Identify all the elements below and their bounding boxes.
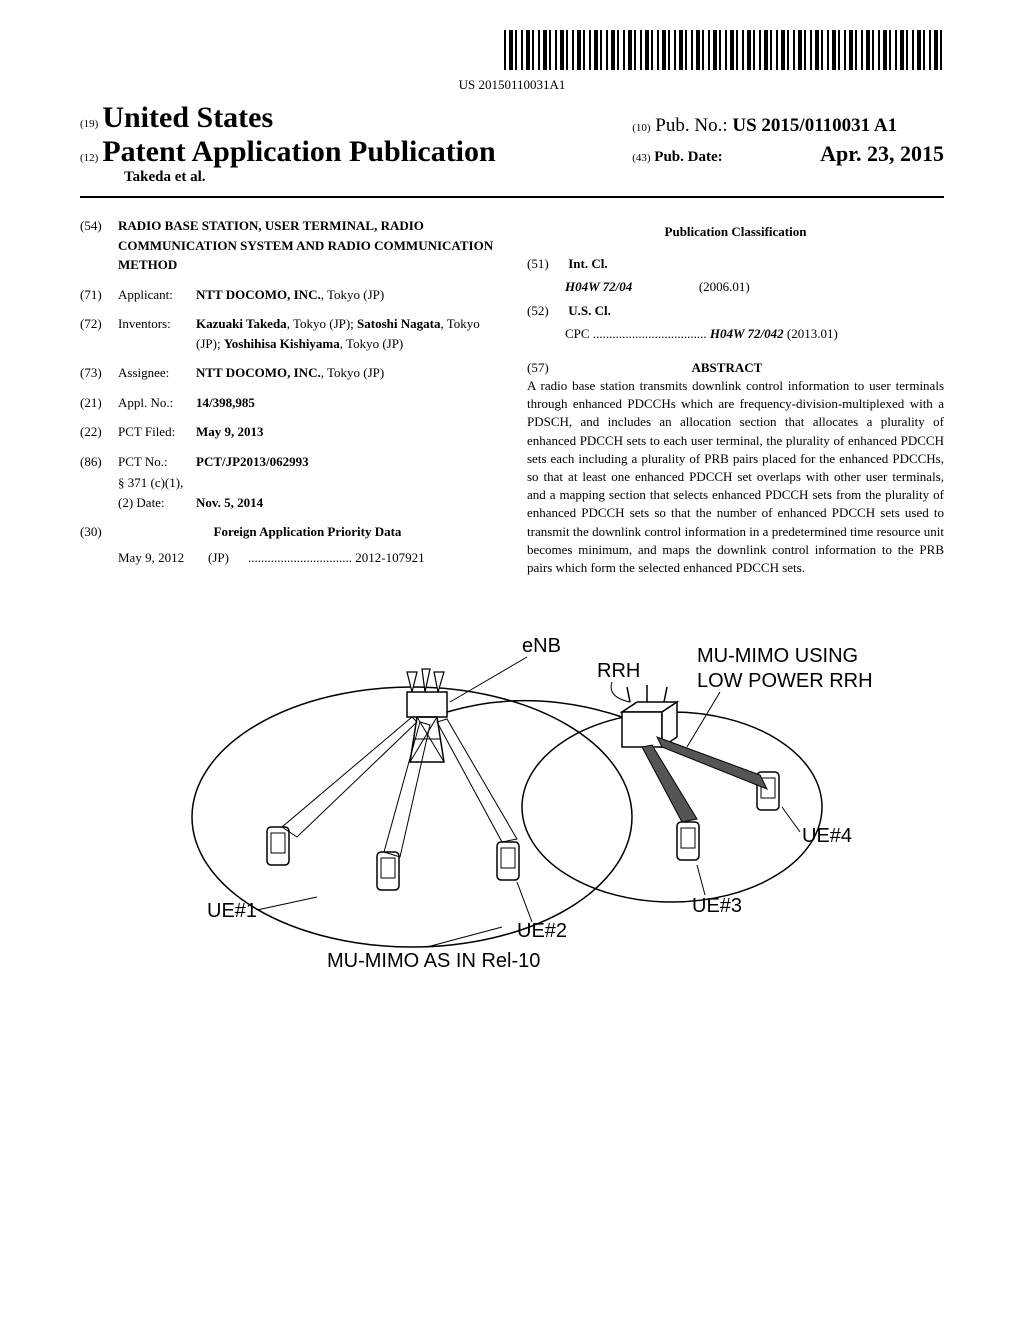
ue1-device bbox=[267, 827, 289, 865]
pub-date-value: Apr. 23, 2015 bbox=[820, 141, 944, 166]
uscl-label: U.S. Cl. bbox=[568, 303, 611, 318]
figure-caption: MU-MIMO AS IN Rel-10 bbox=[327, 950, 540, 972]
pub-no-value: US 2015/0110031 A1 bbox=[732, 115, 897, 136]
applicant-name: NTT DOCOMO, INC. bbox=[196, 287, 321, 302]
ue2-label: UE#2 bbox=[517, 920, 567, 942]
ue3-device bbox=[677, 822, 699, 860]
applno-label: Appl. No.: bbox=[118, 393, 196, 413]
assignee-location: , Tokyo (JP) bbox=[321, 365, 385, 380]
pctno-value: PCT/JP2013/062993 bbox=[196, 454, 309, 469]
foreign-country: (JP) bbox=[208, 548, 248, 568]
inventors-label: Inventors: bbox=[118, 314, 196, 353]
intcl-label: Int. Cl. bbox=[568, 256, 607, 271]
figure-svg: eNB RRH MU-MIMO USING LOW POWER RRHs UE#… bbox=[152, 617, 872, 987]
ue4-label: UE#4 bbox=[802, 825, 852, 847]
right-column: Publication Classification (51) Int. Cl.… bbox=[527, 216, 944, 577]
assignee-name: NTT DOCOMO, INC. bbox=[196, 365, 321, 380]
code-43: (43) bbox=[632, 152, 650, 164]
abstract-text: A radio base station transmits downlink … bbox=[527, 377, 944, 577]
code-12: (12) bbox=[80, 152, 98, 164]
applno-code: (21) bbox=[80, 393, 118, 413]
title-code: (54) bbox=[80, 216, 118, 275]
ue3-label: UE#3 bbox=[692, 895, 742, 917]
pctfiled-label: PCT Filed: bbox=[118, 422, 196, 442]
assignee-label: Assignee: bbox=[118, 363, 196, 383]
foreign-heading: Foreign Application Priority Data bbox=[214, 524, 402, 539]
mumimo-rrh-label-2: LOW POWER RRHs bbox=[697, 670, 872, 692]
pctno-label: PCT No.: bbox=[118, 452, 196, 472]
document-type: Patent Application Publication bbox=[102, 135, 495, 168]
foreign-date: May 9, 2012 bbox=[118, 548, 208, 568]
pct-date-label: (2) Date: bbox=[118, 493, 196, 513]
cpc-class: H04W 72/042 bbox=[710, 326, 784, 341]
mumimo-rrh-label-1: MU-MIMO USING bbox=[697, 645, 858, 667]
barcode-area: US 20150110031A1 bbox=[80, 30, 944, 93]
pub-no-label: Pub. No.: bbox=[655, 115, 727, 136]
ue1-label: UE#1 bbox=[207, 900, 257, 922]
pctfiled-code: (22) bbox=[80, 422, 118, 442]
assignee-code: (73) bbox=[80, 363, 118, 383]
pct-371-label: § 371 (c)(1), bbox=[118, 473, 497, 493]
pctfiled-value: May 9, 2013 bbox=[196, 424, 264, 439]
cpc-year: (2013.01) bbox=[787, 326, 838, 341]
foreign-code: (30) bbox=[80, 522, 118, 542]
applicant-location: , Tokyo (JP) bbox=[321, 287, 385, 302]
invention-title: RADIO BASE STATION, USER TERMINAL, RADIO… bbox=[118, 216, 497, 275]
ue-device-2 bbox=[377, 852, 399, 890]
barcode-graphic bbox=[504, 30, 944, 70]
rrh-label: RRH bbox=[597, 660, 640, 682]
intcl-class: H04W 72/04 bbox=[565, 279, 632, 294]
author-name: Takeda et al. bbox=[124, 169, 944, 186]
pctno-code: (86) bbox=[80, 452, 118, 472]
country-name: United States bbox=[102, 101, 273, 134]
rrh-node bbox=[622, 685, 677, 747]
inventors-list: Kazuaki Takeda, Tokyo (JP); Satoshi Naga… bbox=[196, 314, 497, 353]
applicant-code: (71) bbox=[80, 285, 118, 305]
pub-date-label: Pub. Date: bbox=[654, 149, 722, 165]
header-divider bbox=[80, 196, 944, 198]
abstract-heading: ABSTRACT bbox=[692, 360, 763, 375]
cpc-label: CPC bbox=[565, 326, 590, 341]
abstract-code: (57) bbox=[527, 358, 565, 378]
pct-date-value: Nov. 5, 2014 bbox=[196, 495, 263, 510]
patent-figure: eNB RRH MU-MIMO USING LOW POWER RRHs UE#… bbox=[80, 617, 944, 997]
code-10: (10) bbox=[632, 122, 650, 134]
foreign-number: 2012-107921 bbox=[355, 550, 424, 565]
inventors-code: (72) bbox=[80, 314, 118, 353]
applicant-label: Applicant: bbox=[118, 285, 196, 305]
header-pub-info: (10) Pub. No.: US 2015/0110031 A1 (43) P… bbox=[632, 115, 944, 167]
applno-value: 14/398,985 bbox=[196, 395, 255, 410]
left-column: (54) RADIO BASE STATION, USER TERMINAL, … bbox=[80, 216, 497, 577]
barcode-text: US 20150110031A1 bbox=[80, 77, 944, 93]
enb-label: eNB bbox=[522, 635, 561, 657]
ue2-device bbox=[497, 842, 519, 880]
uscl-code: (52) bbox=[527, 301, 565, 321]
pub-classification-heading: Publication Classification bbox=[527, 222, 944, 242]
code-19: (19) bbox=[80, 118, 98, 130]
intcl-year: (2006.01) bbox=[699, 279, 750, 294]
document-header: (19) United States (12) Patent Applicati… bbox=[80, 101, 944, 186]
intcl-code: (51) bbox=[527, 254, 565, 274]
